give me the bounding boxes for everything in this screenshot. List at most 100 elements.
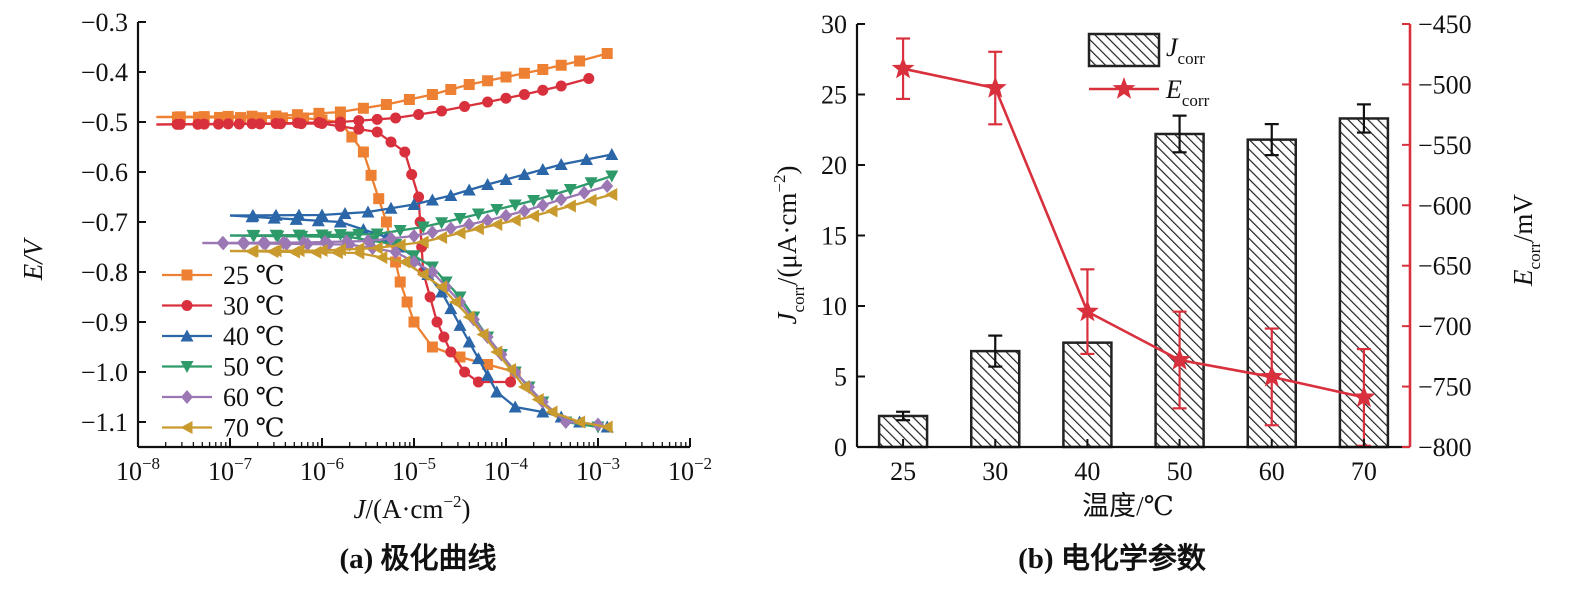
a-data-point — [309, 245, 322, 259]
a-legend-marker — [180, 329, 194, 342]
a-data-point — [393, 225, 407, 237]
a-data-point — [518, 204, 531, 218]
b-right-tick-label: −500 — [1418, 70, 1472, 99]
a-data-point — [406, 169, 418, 180]
b-left-tick-label: 20 — [821, 151, 847, 180]
a-data-point — [500, 208, 512, 223]
a-data-point — [563, 184, 577, 196]
a-data-point — [537, 64, 549, 75]
a-panel-caption: (a) 极化曲线 — [339, 542, 496, 575]
electrochemical-parameters-chart: 0 5 10 15 20 25 30 −450 −500 −550 −600 −650 −700 −75… — [770, 10, 1544, 575]
a-x-tick-label: 10−5 — [392, 454, 436, 486]
b-bars-layer — [877, 103, 1390, 449]
a-data-point — [578, 185, 591, 200]
a-y-tick-labels: −0.3 −0.4 −0.5 −0.6 −0.7 −0.8 −0.9 −1.0 −1.1 — [81, 8, 128, 437]
a-y-tick-label: −0.5 — [81, 108, 128, 137]
b-right-tick-label: −550 — [1418, 131, 1472, 160]
a-data-point — [444, 302, 458, 315]
a-legend: 25 ℃30 ℃40 ℃50 ℃60 ℃70 ℃ — [162, 261, 285, 443]
a-legend-marker — [181, 269, 193, 281]
a-x-tick-label: 10−8 — [116, 454, 160, 486]
a-data-point — [448, 295, 461, 309]
a-data-point — [403, 94, 415, 105]
a-data-point — [346, 131, 358, 143]
b-legend-star-swatch — [1112, 77, 1136, 99]
b-x-tick-label: 30 — [982, 457, 1008, 486]
a-y-tick-label: −0.4 — [81, 58, 128, 87]
a-data-point — [435, 217, 449, 230]
a-data-point — [537, 84, 549, 96]
b-axis-frame — [855, 23, 1412, 449]
a-data-point — [385, 136, 397, 148]
b-x-axis-label: 温度/℃ — [1082, 491, 1174, 521]
a-data-point — [536, 405, 550, 418]
a-data-point — [298, 112, 310, 124]
a-data-point — [536, 198, 549, 213]
a-data-point — [426, 225, 439, 240]
a-data-point — [393, 238, 406, 252]
b-right-tick-label: −600 — [1418, 191, 1472, 220]
a-y-tick-label: −0.6 — [81, 158, 128, 187]
a-data-point — [459, 101, 471, 112]
a-data-point — [517, 380, 530, 394]
a-data-point — [555, 80, 567, 92]
a-data-point — [390, 112, 402, 124]
a-data-point — [235, 112, 247, 124]
a-axis-frame — [136, 21, 691, 449]
a-data-point — [334, 120, 346, 132]
b-left-axis-label: Jcorr/(μA·cm−2) — [770, 166, 808, 325]
a-data-point — [518, 67, 530, 79]
b-ecorr-line — [902, 67, 1365, 399]
a-data-point — [545, 405, 558, 419]
a-data-point — [472, 376, 484, 388]
a-data-point — [413, 191, 425, 203]
b-legend-ecorr-label: Ecorr — [1165, 75, 1210, 110]
a-data-point — [238, 236, 251, 251]
a-data-point — [435, 285, 449, 298]
a-data-point — [436, 105, 448, 117]
b-right-tick-label: −800 — [1418, 433, 1472, 462]
a-data-point — [426, 341, 438, 353]
a-data-point — [431, 316, 443, 328]
a-data-point — [380, 216, 392, 228]
a-data-point — [462, 183, 476, 196]
a-data-point — [399, 146, 411, 158]
a-data-point — [270, 110, 282, 122]
a-legend-label: 60 ℃ — [223, 383, 285, 412]
a-data-point — [353, 123, 365, 135]
a-data-point — [438, 331, 450, 343]
b-right-tick-label: −650 — [1418, 252, 1472, 281]
b-legend: Jcorr Ecorr — [1087, 32, 1210, 110]
a-data-point — [287, 245, 300, 259]
b-legend-bar-swatch — [1087, 32, 1161, 68]
a-data-point — [435, 280, 448, 294]
b-right-tick-label: −450 — [1418, 10, 1472, 39]
a-data-point — [259, 236, 272, 251]
a-data-point — [490, 204, 504, 216]
a-data-point — [490, 385, 504, 398]
a-data-point — [385, 231, 397, 246]
a-series-layer — [156, 48, 619, 434]
a-data-point — [394, 276, 406, 288]
a-data-point — [213, 118, 224, 130]
a-data-point — [601, 179, 614, 193]
a-series-1 — [156, 73, 595, 388]
b-ecorr-point — [983, 76, 1007, 98]
b-x-tick-label: 60 — [1259, 457, 1285, 486]
a-data-point — [601, 48, 613, 59]
b-ecorr-point — [1260, 364, 1284, 387]
b-left-tick-label: 0 — [834, 433, 847, 462]
a-y-axis-label: E/V — [18, 236, 48, 281]
b-ecorr-point — [1076, 299, 1099, 322]
a-data-point — [481, 213, 494, 228]
b-left-tick-label: 5 — [834, 363, 847, 392]
a-data-point — [213, 111, 225, 123]
a-data-point — [373, 193, 385, 205]
b-left-tick-labels: 0 5 10 15 20 25 30 — [821, 10, 847, 462]
a-data-point — [352, 246, 365, 260]
a-legend-label: 40 ℃ — [223, 322, 285, 351]
a-data-point — [536, 163, 550, 175]
a-data-point — [574, 55, 586, 67]
b-x-tick-label: 25 — [890, 457, 916, 486]
a-y-tick-label: −0.9 — [81, 308, 128, 337]
